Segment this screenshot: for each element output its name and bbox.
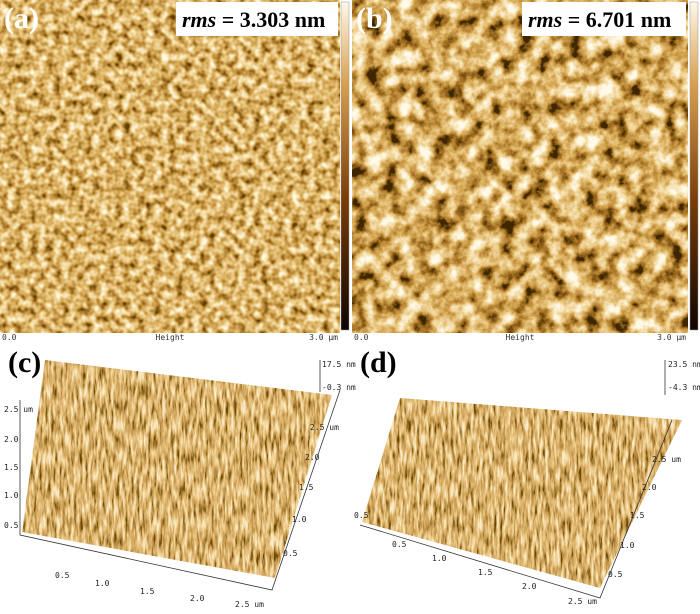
right-tick-label: 2.0 — [305, 453, 320, 462]
panel-label: (d) — [360, 346, 397, 379]
colorbar — [689, 1, 699, 331]
axis-label: Height — [506, 333, 535, 342]
left-tick-label: 1.5 — [4, 463, 19, 472]
left-tick-label: 2.5 um — [4, 405, 33, 414]
left-tick-label: 0.5 — [354, 511, 369, 520]
bottom-tick-label: 0.5 — [392, 540, 407, 549]
scale-end: 3.0 µm — [309, 333, 338, 342]
rms-value: = 3.303 nm — [216, 7, 325, 32]
axis-frame — [19, 389, 341, 591]
right-tick-label: 0.5 — [608, 570, 623, 579]
panel-label: (b) — [356, 2, 393, 35]
z-min-label: -4.3 nm — [668, 383, 700, 392]
axis-frame — [359, 419, 673, 599]
rms-symbol: rms — [528, 7, 562, 32]
left-tick-label: 2.0 — [4, 435, 19, 444]
scale-start: 0.0 — [2, 333, 17, 342]
z-max-label: 17.5 nm — [322, 360, 356, 369]
bottom-tick-label: 2.0 — [190, 594, 205, 603]
bottom-tick-label: 1.0 — [95, 579, 110, 588]
afm-map — [0, 0, 340, 333]
caption-strip — [0, 333, 700, 341]
rms-label: rms = 3.303 nm — [182, 7, 325, 32]
right-tick-label: 1.0 — [620, 541, 635, 550]
afm-surface — [362, 398, 682, 588]
rms-box — [176, 2, 338, 36]
colorbar — [340, 1, 350, 331]
rms-value: = 6.701 nm — [562, 7, 671, 32]
right-tick-label: 1.5 — [630, 511, 645, 520]
afm-map — [352, 0, 688, 333]
axis-label: Height — [156, 333, 185, 342]
right-tick-label: 2.5 um — [310, 423, 339, 432]
bottom-tick-label: 0.5 — [55, 571, 70, 580]
right-tick-label: 1.5 — [299, 483, 314, 492]
z-max-label: 23.5 nm — [668, 360, 700, 369]
scale-end: 3.0 µm — [657, 333, 686, 342]
left-tick-label: 0.5 — [4, 521, 19, 530]
right-tick-label: 2.0 — [642, 483, 657, 492]
z-min-label: -0.3 nm — [322, 383, 356, 392]
right-tick-label: 0.5 — [283, 549, 298, 558]
rms-label: rms = 6.701 nm — [528, 7, 671, 32]
bottom-tick-label: 1.5 — [478, 568, 493, 577]
right-tick-label: 2.5 um — [652, 455, 681, 464]
rms-box — [522, 2, 686, 36]
scale-start: 0.0 — [354, 333, 369, 342]
bottom-tick-label: 2.0 — [522, 582, 537, 591]
bottom-tick-label: 1.0 — [432, 554, 447, 563]
rms-symbol: rms — [182, 7, 216, 32]
left-tick-label: 1.0 — [4, 491, 19, 500]
panel-label: (a) — [4, 2, 39, 35]
bottom-tick-label: 2.5 um — [235, 600, 264, 609]
right-tick-label: 1.0 — [292, 515, 307, 524]
bottom-tick-label: 2.5 um — [568, 597, 597, 606]
bottom-tick-label: 1.5 — [140, 587, 155, 596]
panel-label: (c) — [8, 346, 41, 379]
